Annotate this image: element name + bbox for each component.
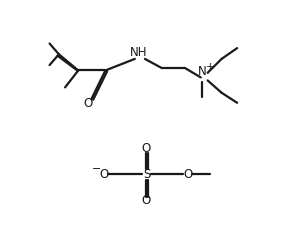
Text: O: O [142, 194, 151, 207]
Text: NH: NH [130, 46, 147, 59]
Text: O: O [99, 168, 109, 181]
Text: O: O [142, 143, 151, 156]
Text: O: O [84, 97, 93, 110]
Text: +: + [206, 62, 214, 72]
Text: S: S [143, 168, 150, 181]
Text: N: N [198, 65, 207, 79]
Text: O: O [183, 168, 192, 181]
Text: −: − [92, 164, 101, 174]
